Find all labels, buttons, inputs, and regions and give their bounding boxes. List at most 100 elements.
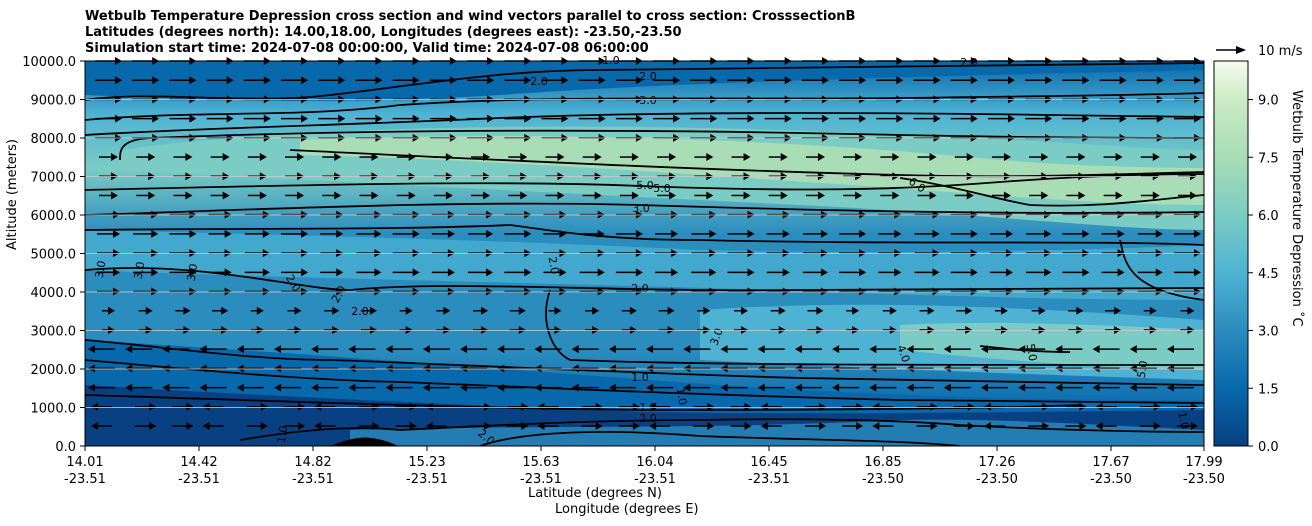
wind-vector-head	[314, 402, 322, 411]
wind-vector-head	[667, 325, 675, 334]
wind-vector-head	[375, 114, 383, 123]
wind-vector-head	[336, 268, 344, 277]
x-tick-label-lat: 14.01	[66, 455, 103, 470]
wind-vector-head	[524, 114, 532, 123]
wind-vector-head	[497, 364, 505, 373]
wind-vector-head	[784, 114, 792, 123]
wind-vector-head	[183, 306, 191, 315]
wind-vector-head	[524, 229, 532, 238]
wind-vector-head	[1055, 383, 1063, 392]
wind-vector-head	[108, 325, 115, 334]
wind-vector-head	[91, 402, 98, 411]
wind-vector-head	[88, 345, 95, 354]
wind-vector-head	[199, 345, 207, 354]
wind-vector-head	[631, 191, 639, 200]
wind-vector-head	[970, 268, 978, 277]
wind-vector-head	[1078, 191, 1086, 200]
wind-vector-head	[673, 76, 681, 85]
wind-vector-head	[236, 364, 244, 373]
contour-label: 3.0	[639, 94, 657, 107]
y-tick-label: 6000.0	[31, 209, 77, 224]
wind-key-arrow-head	[1236, 46, 1246, 54]
wind-vector-head	[297, 191, 305, 200]
wind-vector-head	[111, 153, 118, 162]
wind-vector-head	[385, 383, 393, 392]
wind-vector-head	[369, 306, 377, 315]
wind-vector-head	[757, 364, 765, 373]
wind-vector-head	[930, 422, 938, 430]
wind-vector-head	[1042, 422, 1050, 430]
wind-vector-head	[561, 76, 569, 85]
wind-vector-head	[872, 422, 880, 430]
wind-vector-head	[521, 422, 529, 430]
wind-vector-head	[778, 325, 786, 334]
wind-vector-head	[896, 76, 904, 85]
wind-vector-head	[747, 114, 755, 123]
wind-vector-head	[298, 422, 306, 430]
y-tick-label: 7000.0	[31, 171, 77, 186]
x-tick-label-lon: -23.50	[1090, 472, 1132, 487]
wind-vector-head	[115, 76, 122, 85]
wind-vector-head	[1129, 364, 1137, 373]
contour-line	[85, 224, 1204, 246]
wind-vector-head	[706, 191, 714, 200]
wind-vector-head	[447, 268, 455, 277]
wind-vector-head	[1045, 114, 1053, 123]
wind-vector-head	[757, 345, 765, 354]
wind-vector-head	[460, 364, 468, 373]
wind-vector-head	[859, 268, 867, 277]
wind-vector-head	[236, 383, 244, 392]
wind-vector-head	[784, 76, 792, 85]
contour-line	[1119, 239, 1204, 301]
wind-vector-head	[632, 402, 640, 411]
title-line-2: Latitudes (degrees north): 14.00,18.00, …	[85, 25, 682, 40]
wind-vector-head	[1079, 402, 1087, 411]
wind-vector-head	[375, 76, 383, 85]
wind-vector-head	[889, 306, 897, 315]
wind-vector-head	[554, 325, 562, 334]
wind-vector-head	[559, 229, 567, 238]
contour-line	[85, 112, 1204, 136]
wind-vector-head	[1194, 114, 1201, 123]
wind-vector-head	[348, 383, 356, 392]
wind-vector-head	[262, 229, 270, 238]
wind-vector-head	[906, 364, 914, 373]
wind-vector-head	[149, 422, 157, 430]
wind-vector-head	[707, 402, 715, 411]
wind-vector-head	[348, 345, 356, 354]
wind-vector-head	[683, 345, 691, 354]
wind-vector-head	[929, 191, 937, 200]
wind-vector-head	[443, 306, 451, 315]
wind-vector-head	[162, 364, 170, 373]
contour-line	[85, 267, 1204, 292]
wind-vector-head	[445, 191, 453, 200]
wind-vector-head	[594, 191, 602, 200]
wind-vector-head	[760, 422, 768, 430]
wind-vector-head	[1005, 229, 1013, 238]
wind-vector-head	[460, 383, 468, 392]
wind-vector-head	[927, 325, 935, 334]
wind-vector-head	[832, 383, 840, 392]
contour-label: 1.0	[674, 387, 690, 406]
wind-vector-head	[372, 402, 380, 411]
wind-vector-head	[859, 229, 867, 238]
wind-vector-head	[487, 76, 495, 85]
y-tick-label: 2000.0	[31, 363, 77, 378]
wind-vector-head	[1076, 325, 1084, 334]
wind-vector-head	[889, 325, 897, 334]
wind-vector-head	[592, 306, 600, 315]
wind-vector-head	[1055, 364, 1063, 373]
wind-vector-head	[1044, 229, 1052, 238]
wind-vector-head	[559, 268, 567, 277]
wind-vector-head	[710, 114, 718, 123]
wind-vector-head	[1082, 229, 1090, 238]
wind-vector-head	[348, 364, 356, 373]
wind-vector-head	[896, 114, 904, 123]
wind-vector-head	[1082, 114, 1090, 123]
x-tick-label-lon: -23.50	[976, 472, 1018, 487]
y-axis-label: Altitude (meters)	[5, 139, 20, 250]
wind-vector-head	[608, 364, 616, 373]
wind-vector-head	[983, 402, 991, 411]
wind-vector-head	[965, 306, 973, 315]
